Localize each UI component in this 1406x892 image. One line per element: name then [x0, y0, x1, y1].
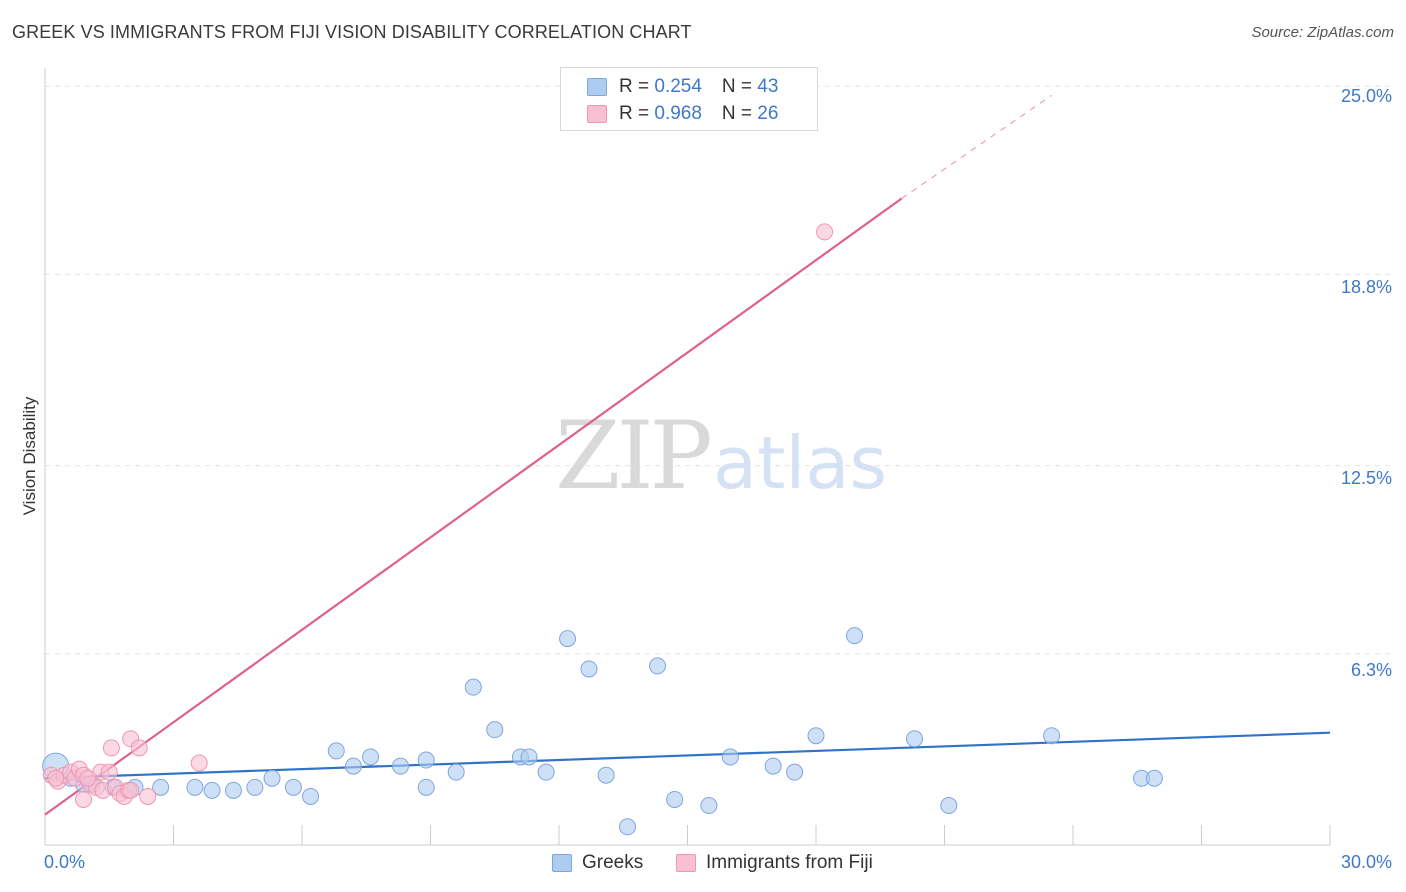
fiji-point — [102, 739, 120, 757]
greeks-point — [327, 742, 345, 760]
legend-n-label: N = — [721, 76, 758, 97]
watermark: ZIP atlas — [555, 402, 887, 511]
greeks-point — [344, 757, 362, 775]
legend-row-greeks: R = 0.254 N = 43 — [587, 76, 778, 98]
fiji-trend-extension — [901, 94, 1052, 200]
greeks-point — [224, 781, 242, 799]
fiji-swatch — [587, 105, 607, 123]
greeks-point — [649, 657, 667, 675]
greeks-point — [486, 721, 504, 739]
x-tick-label: 30.0% — [1340, 852, 1392, 872]
greeks-point — [302, 787, 320, 805]
greeks-point — [392, 757, 410, 775]
greeks-swatch — [587, 78, 607, 96]
greeks-point — [520, 748, 538, 766]
greeks-point — [597, 766, 615, 784]
greeks-point — [263, 769, 281, 787]
greeks-point — [537, 763, 555, 781]
fiji-point — [130, 739, 148, 757]
source-label: Source: ZipAtlas.com — [1251, 24, 1394, 41]
fiji-swatch — [676, 854, 696, 872]
fiji-point — [100, 763, 118, 781]
grid-lines — [45, 85, 1395, 655]
fiji-point — [75, 790, 93, 808]
fiji-point — [79, 769, 97, 787]
y-tick-label: 6.3% — [1350, 660, 1392, 680]
greeks-point — [284, 778, 302, 796]
greeks-point — [940, 797, 958, 815]
greeks-point — [464, 678, 482, 696]
y-tick-label: 18.8% — [1340, 277, 1392, 297]
greeks-point — [846, 627, 864, 645]
greeks-point — [559, 630, 577, 648]
greeks-trend-line — [44, 731, 1331, 780]
greeks-point — [764, 757, 782, 775]
watermark-atlas: atlas — [713, 421, 887, 505]
legend-r-label: R = — [619, 76, 655, 97]
legend-item-fiji[interactable]: Immigrants from Fiji — [676, 852, 873, 874]
greeks-swatch — [552, 854, 572, 872]
greeks-point — [700, 797, 718, 815]
legend-item-greeks[interactable]: Greeks — [552, 852, 643, 874]
chart-title: GREEK VS IMMIGRANTS FROM FIJI VISION DIS… — [12, 22, 692, 42]
greeks-point — [1043, 727, 1061, 745]
greeks-point — [906, 730, 924, 748]
legend-label: Immigrants from Fiji — [706, 852, 873, 873]
greeks-point — [246, 778, 264, 796]
greeks-point — [580, 660, 598, 678]
greeks-point — [447, 763, 465, 781]
x-tick-label: 0.0% — [44, 852, 86, 872]
fiji-point — [816, 223, 834, 241]
legend-r-value: 0.968 — [654, 103, 702, 124]
greeks-point — [807, 727, 825, 745]
fiji-point — [122, 781, 140, 799]
fiji-point — [47, 769, 65, 787]
legend-row-fiji: R = 0.968 N = 26 — [587, 103, 778, 125]
y-tick-label: 25.0% — [1340, 86, 1392, 106]
greeks-point — [362, 748, 380, 766]
greeks-point — [152, 778, 170, 796]
legend-label: Greeks — [582, 852, 644, 873]
greeks-point — [786, 763, 804, 781]
greeks-point — [721, 748, 739, 766]
fiji-point — [190, 754, 208, 772]
legend-r-label: R = — [619, 103, 655, 124]
greeks-point — [203, 781, 221, 799]
correlation-legend: R = 0.254 N = 43 R = 0.968 N = 26 — [560, 67, 818, 131]
greeks-point — [1145, 769, 1163, 787]
data-points — [42, 223, 1163, 836]
greeks-point — [666, 790, 684, 808]
greeks-point — [619, 818, 637, 836]
fiji-point — [139, 787, 157, 805]
greeks-point — [417, 778, 435, 796]
legend-n-label: N = — [721, 103, 758, 124]
axes — [44, 68, 1331, 846]
watermark-zip: ZIP — [555, 402, 709, 511]
y-tick-label: 12.5% — [1340, 468, 1392, 488]
legend-n-value: 43 — [757, 76, 779, 97]
greeks-point — [417, 751, 435, 769]
legend-r-value: 0.254 — [654, 76, 702, 97]
legend-n-value: 26 — [757, 103, 779, 124]
greeks-point — [186, 778, 204, 796]
fiji-trend-line — [44, 197, 903, 816]
trend-lines — [44, 94, 1331, 816]
